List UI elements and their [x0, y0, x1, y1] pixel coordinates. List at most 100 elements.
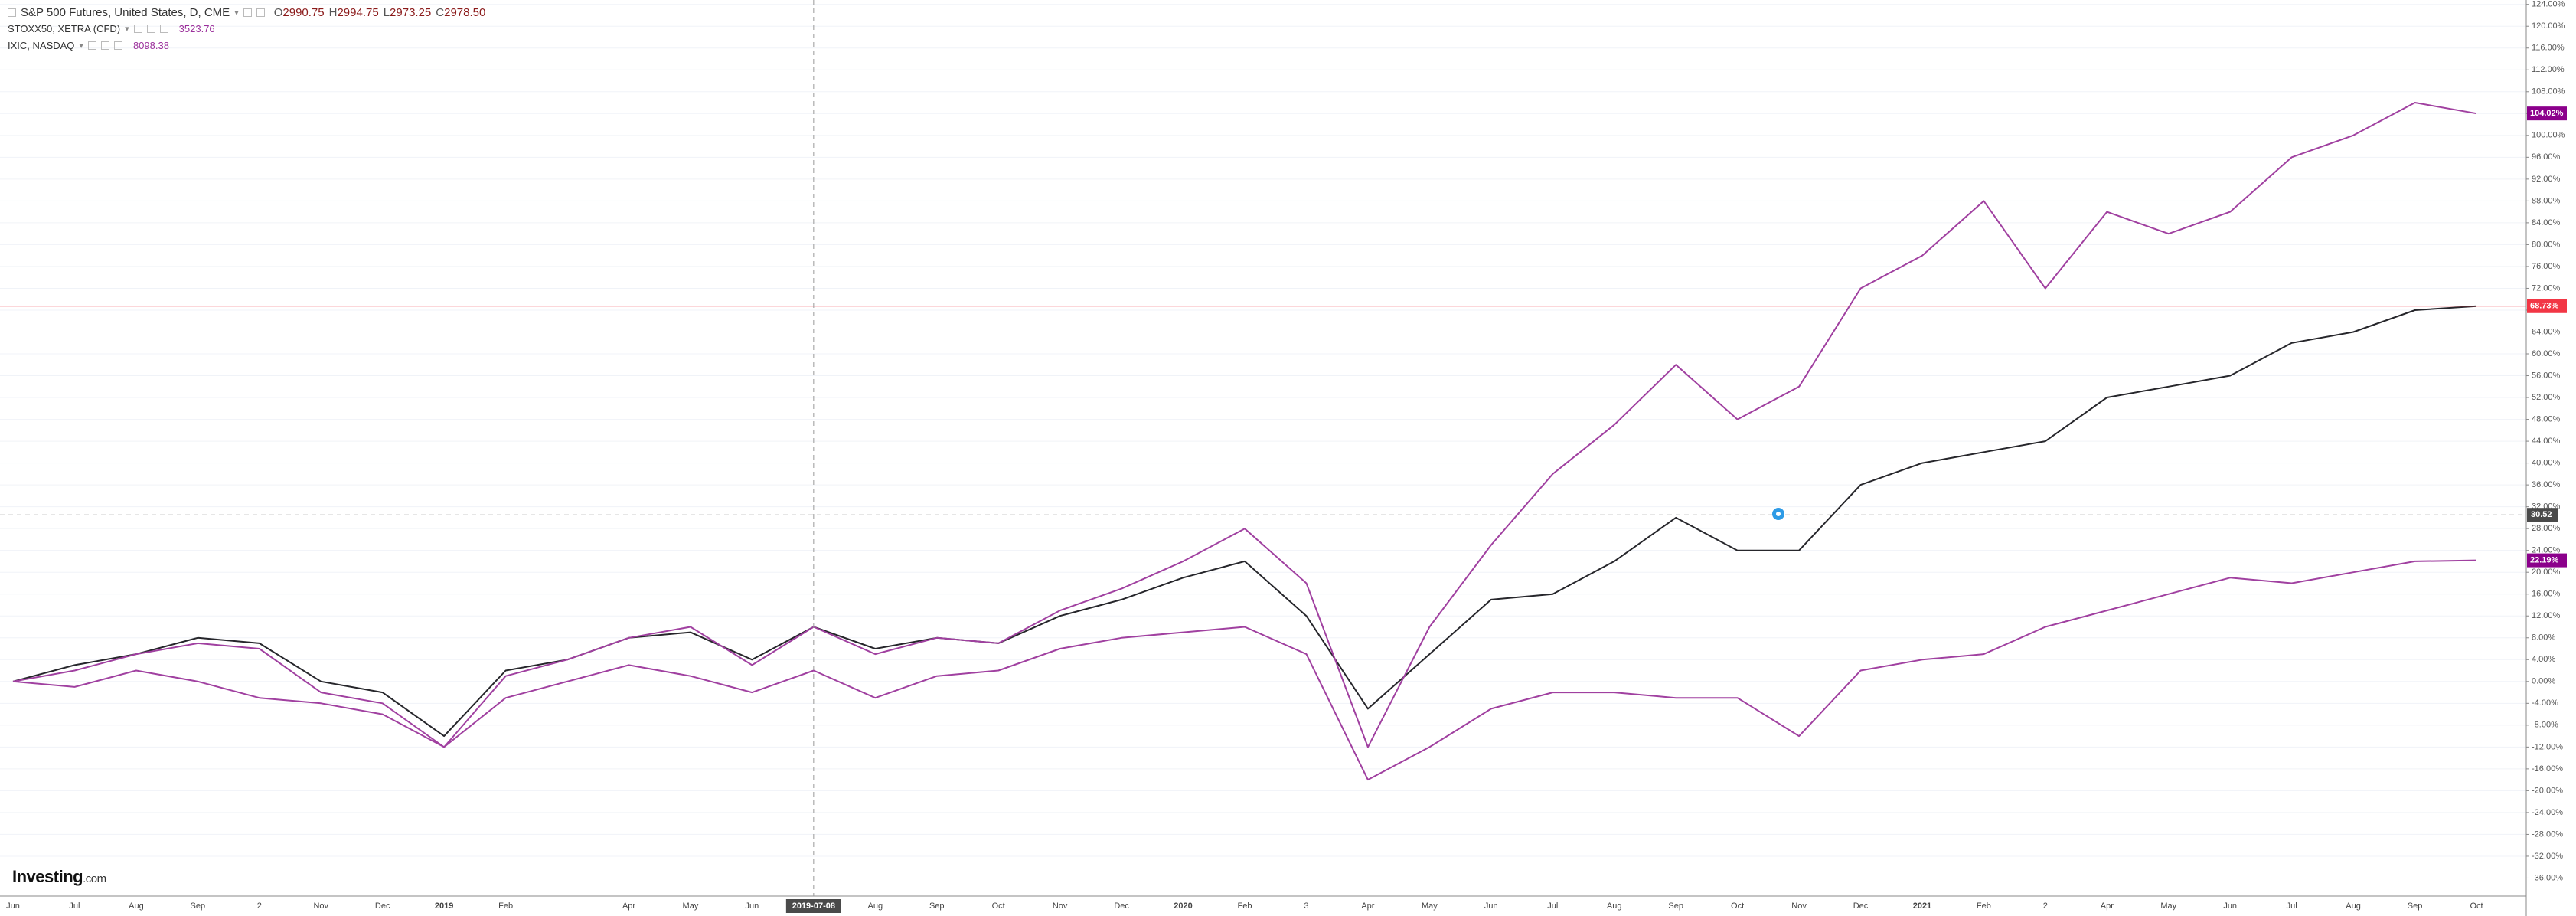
- y-tick-label: 116.00%: [2532, 44, 2565, 53]
- dropdown-caret[interactable]: ▾: [234, 8, 239, 18]
- dropdown-caret[interactable]: ▾: [125, 25, 129, 34]
- y-tick-label: 36.00%: [2532, 480, 2561, 489]
- x-tick-label: Oct: [1731, 901, 1744, 911]
- ohlc-value: 2990.75: [282, 6, 325, 19]
- x-tick-label: Oct: [992, 901, 1005, 911]
- legend-main: S&P 500 Futures, United States, D, CME ▾…: [8, 6, 485, 19]
- x-tick-label: Jun: [746, 901, 759, 911]
- series-name: STOXX50, XETRA (CFD): [8, 23, 121, 34]
- y-tick-label: 4.00%: [2532, 655, 2555, 664]
- logo-suffix: .com: [83, 872, 106, 885]
- x-tick-label: 2020: [1174, 901, 1192, 911]
- series-name: IXIC, NASDAQ: [8, 40, 75, 51]
- y-tick-label: 0.00%: [2532, 677, 2555, 686]
- settings-box[interactable]: [146, 25, 155, 33]
- y-tick-label: 28.00%: [2532, 524, 2561, 533]
- y-tick-label: -24.00%: [2532, 808, 2563, 817]
- eye-box[interactable]: [87, 41, 96, 50]
- x-tick-label: Sep: [191, 901, 206, 911]
- crosshair-y-label: 30.52: [2531, 510, 2552, 519]
- last-value-label: 68.73%: [2530, 302, 2559, 311]
- y-tick-label: 56.00%: [2532, 371, 2561, 380]
- collapse-box[interactable]: [8, 8, 16, 17]
- x-tick-label: Dec: [1853, 901, 1869, 911]
- y-tick-label: 64.00%: [2532, 327, 2561, 336]
- y-tick-label: 44.00%: [2532, 437, 2561, 446]
- y-tick-label: 120.00%: [2532, 21, 2565, 31]
- settings-box[interactable]: [100, 41, 109, 50]
- y-tick-label: 72.00%: [2532, 283, 2561, 293]
- y-tick-label: 88.00%: [2532, 196, 2561, 205]
- dropdown-caret[interactable]: ▾: [79, 41, 83, 51]
- y-tick-label: -16.00%: [2532, 764, 2563, 774]
- y-tick-label: 24.00%: [2532, 546, 2561, 555]
- series-line: [12, 305, 2477, 738]
- last-value-badge: [2527, 553, 2567, 568]
- ohlc-key: L: [383, 6, 390, 19]
- ohlc-key: H: [328, 6, 338, 19]
- y-tick-label: 48.00%: [2532, 414, 2561, 424]
- logo: Investing.com: [12, 867, 106, 887]
- x-tick-label: Apr: [1361, 901, 1374, 911]
- y-tick-label: 16.00%: [2532, 590, 2561, 599]
- x-tick-label: Jun: [6, 901, 20, 911]
- y-tick-label: 108.00%: [2532, 87, 2565, 97]
- crosshair-y-badge: [2527, 508, 2558, 522]
- ohlc-values: O2990.75 H2994.75 L2973.25 C2978.50: [269, 6, 486, 19]
- x-tick-label: 2019: [435, 901, 453, 911]
- x-tick-label: Apr: [622, 901, 635, 911]
- y-tick-label: 96.00%: [2532, 152, 2561, 162]
- y-tick-label: -4.00%: [2532, 698, 2558, 708]
- x-tick-label: Apr: [2101, 901, 2114, 911]
- y-tick-label: 60.00%: [2532, 349, 2561, 358]
- y-tick-label: 12.00%: [2532, 611, 2561, 620]
- crosshair-x-label: 2019-07-08: [792, 901, 835, 911]
- ohlc-key: C: [436, 6, 445, 19]
- y-tick-label: 80.00%: [2532, 240, 2561, 249]
- y-tick-label: 40.00%: [2532, 459, 2561, 468]
- x-tick-label: Sep: [1668, 901, 1683, 911]
- series-name: S&P 500 Futures, United States, D, CME: [21, 6, 230, 19]
- last-value-label: 104.02%: [2530, 109, 2564, 118]
- last-value-badge: [2527, 106, 2567, 121]
- settings-box[interactable]: [243, 8, 252, 17]
- x-tick-label: Jul: [1547, 901, 1558, 911]
- close-box[interactable]: [113, 41, 122, 50]
- grid: [0, 4, 2526, 878]
- logo-main: Investing: [12, 867, 83, 886]
- y-tick-label: -36.00%: [2532, 873, 2563, 882]
- close-box[interactable]: [256, 8, 265, 17]
- y-tick-label: 8.00%: [2532, 633, 2555, 643]
- last-value-badge: [2527, 299, 2567, 313]
- y-tick-label: -8.00%: [2532, 721, 2558, 730]
- x-tick-label: May: [1422, 901, 1438, 911]
- x-tick-label: Sep: [929, 901, 945, 911]
- y-tick-label: 92.00%: [2532, 175, 2561, 184]
- x-tick-label: Oct: [2470, 901, 2483, 911]
- y-tick-label: 100.00%: [2532, 131, 2565, 140]
- series-layer: [0, 102, 2526, 781]
- ohlc-key: O: [273, 6, 283, 19]
- x-tick-label: 2: [2043, 901, 2048, 911]
- x-tick-label: Dec: [375, 901, 390, 911]
- series-quote: 8098.38: [132, 40, 169, 51]
- y-tick-label: -32.00%: [2532, 852, 2563, 861]
- series-line: [12, 102, 2477, 748]
- close-box[interactable]: [159, 25, 168, 33]
- eye-box[interactable]: [133, 25, 142, 33]
- ohlc-value: 2973.25: [390, 6, 432, 19]
- y-tick-label: 52.00%: [2532, 393, 2561, 402]
- x-tick-label: Sep: [2408, 901, 2423, 911]
- ohlc-value: 2994.75: [337, 6, 379, 19]
- x-tick-label: Dec: [1114, 901, 1129, 911]
- x-tick-label: 3: [1304, 901, 1308, 911]
- series-line: [12, 559, 2477, 781]
- x-tick-label: May: [2160, 901, 2176, 911]
- x-tick-label: Nov: [313, 901, 328, 911]
- x-tick-label: Jul: [69, 901, 80, 911]
- y-tick-label: 112.00%: [2532, 65, 2565, 74]
- y-tick-label: -12.00%: [2532, 742, 2563, 751]
- y-tick-label: 124.00%: [2532, 0, 2565, 9]
- x-tick-label: Aug: [868, 901, 883, 911]
